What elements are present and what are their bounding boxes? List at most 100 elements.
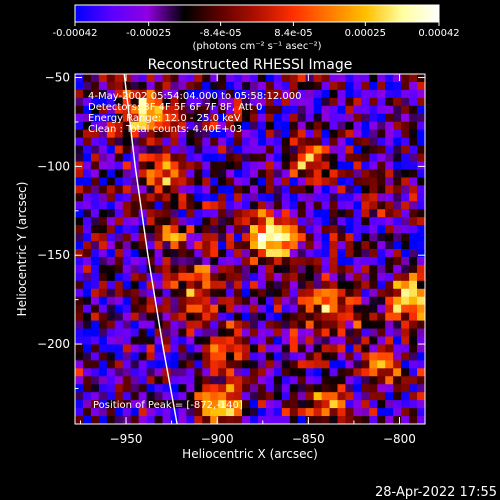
heatmap-cell — [98, 336, 108, 346]
heatmap-cell — [281, 288, 291, 298]
heatmap-cell — [337, 241, 347, 250]
heatmap-cell — [218, 272, 227, 282]
heatmap-cell — [178, 360, 187, 369]
heatmap-cell — [186, 288, 195, 298]
heatmap-cell — [122, 288, 132, 298]
heatmap-cell — [337, 416, 347, 424]
heatmap-cell — [273, 336, 283, 346]
heatmap-cell — [82, 344, 92, 353]
heatmap-cell — [250, 97, 259, 107]
heatmap-cell — [353, 312, 362, 322]
heatmap-cell — [417, 241, 425, 250]
heatmap-cell — [162, 169, 172, 178]
y-tick-label: −150 — [37, 248, 70, 262]
heatmap-cell — [289, 225, 299, 234]
heatmap-cell — [82, 384, 92, 393]
heatmap-cell — [162, 145, 172, 155]
heatmap-cell — [98, 153, 108, 163]
heatmap-cell — [417, 105, 425, 115]
heatmap-cell — [138, 105, 148, 115]
heatmap-cell — [162, 352, 172, 361]
heatmap-cell — [130, 392, 140, 401]
heatmap-cell — [138, 352, 148, 361]
annotation-line: Energy Range: 12.0 - 25.0 keV — [88, 113, 241, 124]
heatmap-cell — [146, 177, 156, 186]
heatmap-cell — [393, 209, 402, 218]
heatmap-cell — [178, 384, 187, 393]
heatmap-cell — [409, 193, 418, 202]
heatmap-cell — [273, 392, 283, 401]
heatmap-cell — [170, 74, 179, 83]
heatmap-cell — [90, 344, 100, 353]
heatmap-cell — [417, 81, 425, 91]
heatmap-cell — [138, 344, 148, 353]
heatmap-cell — [186, 249, 195, 258]
heatmap-cell — [345, 384, 354, 393]
heatmap-cell — [75, 392, 84, 401]
heatmap-cell — [162, 288, 172, 298]
heatmap-cell — [218, 89, 227, 99]
heatmap-cell — [162, 368, 172, 377]
heatmap-cell — [297, 233, 307, 242]
heatmap-cell — [138, 121, 148, 131]
heatmap-cell — [242, 416, 251, 424]
heatmap-cell — [353, 384, 362, 393]
heatmap-cell — [90, 288, 100, 298]
heatmap-cell — [273, 272, 283, 282]
heatmap-cell — [257, 296, 267, 306]
heatmap-cell — [250, 177, 259, 186]
heatmap-cell — [417, 225, 425, 234]
heatmap-cell — [345, 217, 354, 226]
heatmap-cell — [345, 280, 354, 290]
heatmap-cell — [234, 233, 243, 242]
heatmap-cell — [273, 74, 283, 83]
heatmap-cell — [130, 328, 140, 338]
heatmap-cell — [337, 304, 347, 314]
heatmap-cell — [361, 392, 370, 401]
heatmap-cell — [218, 376, 227, 385]
heatmap-cell — [98, 288, 108, 298]
heatmap-cell — [194, 161, 203, 171]
heatmap-cell — [226, 304, 235, 314]
heatmap-cell — [313, 89, 323, 99]
heatmap-cell — [234, 312, 243, 322]
heatmap-cell — [409, 320, 418, 330]
heatmap-cell — [337, 344, 347, 353]
heatmap-cell — [297, 280, 307, 290]
heatmap-cell — [337, 256, 347, 266]
heatmap-cell — [138, 89, 148, 99]
heatmap-cell — [226, 256, 235, 266]
heatmap-cell — [210, 217, 219, 226]
heatmap-cell — [130, 288, 140, 298]
heatmap-cell — [257, 272, 267, 282]
heatmap-cell — [186, 408, 195, 417]
heatmap-cell — [106, 145, 116, 155]
heatmap-cell — [273, 161, 283, 171]
heatmap-cell — [170, 288, 179, 298]
heatmap-cell — [385, 264, 394, 274]
heatmap-cell — [114, 408, 124, 417]
heatmap-cell — [329, 272, 339, 282]
y-tick-label: −50 — [45, 71, 70, 85]
heatmap-cell — [178, 105, 187, 115]
heatmap-cell — [98, 225, 108, 234]
heatmap-cell — [377, 153, 386, 163]
heatmap-cell — [130, 105, 140, 115]
heatmap-cell — [393, 153, 402, 163]
heatmap-cell — [385, 249, 394, 258]
heatmap-cell — [114, 256, 124, 266]
heatmap-cell — [265, 169, 275, 178]
heatmap-cell — [106, 400, 116, 409]
heatmap-cell — [353, 233, 362, 242]
heatmap-cell — [409, 185, 418, 194]
heatmap-cell — [345, 304, 354, 314]
heatmap-cell — [75, 121, 84, 131]
heatmap-cell — [162, 384, 172, 393]
heatmap-cell — [273, 264, 283, 274]
heatmap-cell — [90, 105, 100, 115]
heatmap-cell — [401, 129, 410, 139]
heatmap-cell — [82, 249, 92, 258]
heatmap-cell — [313, 161, 323, 171]
heatmap-cell — [202, 177, 211, 186]
heatmap-cell — [393, 217, 402, 226]
